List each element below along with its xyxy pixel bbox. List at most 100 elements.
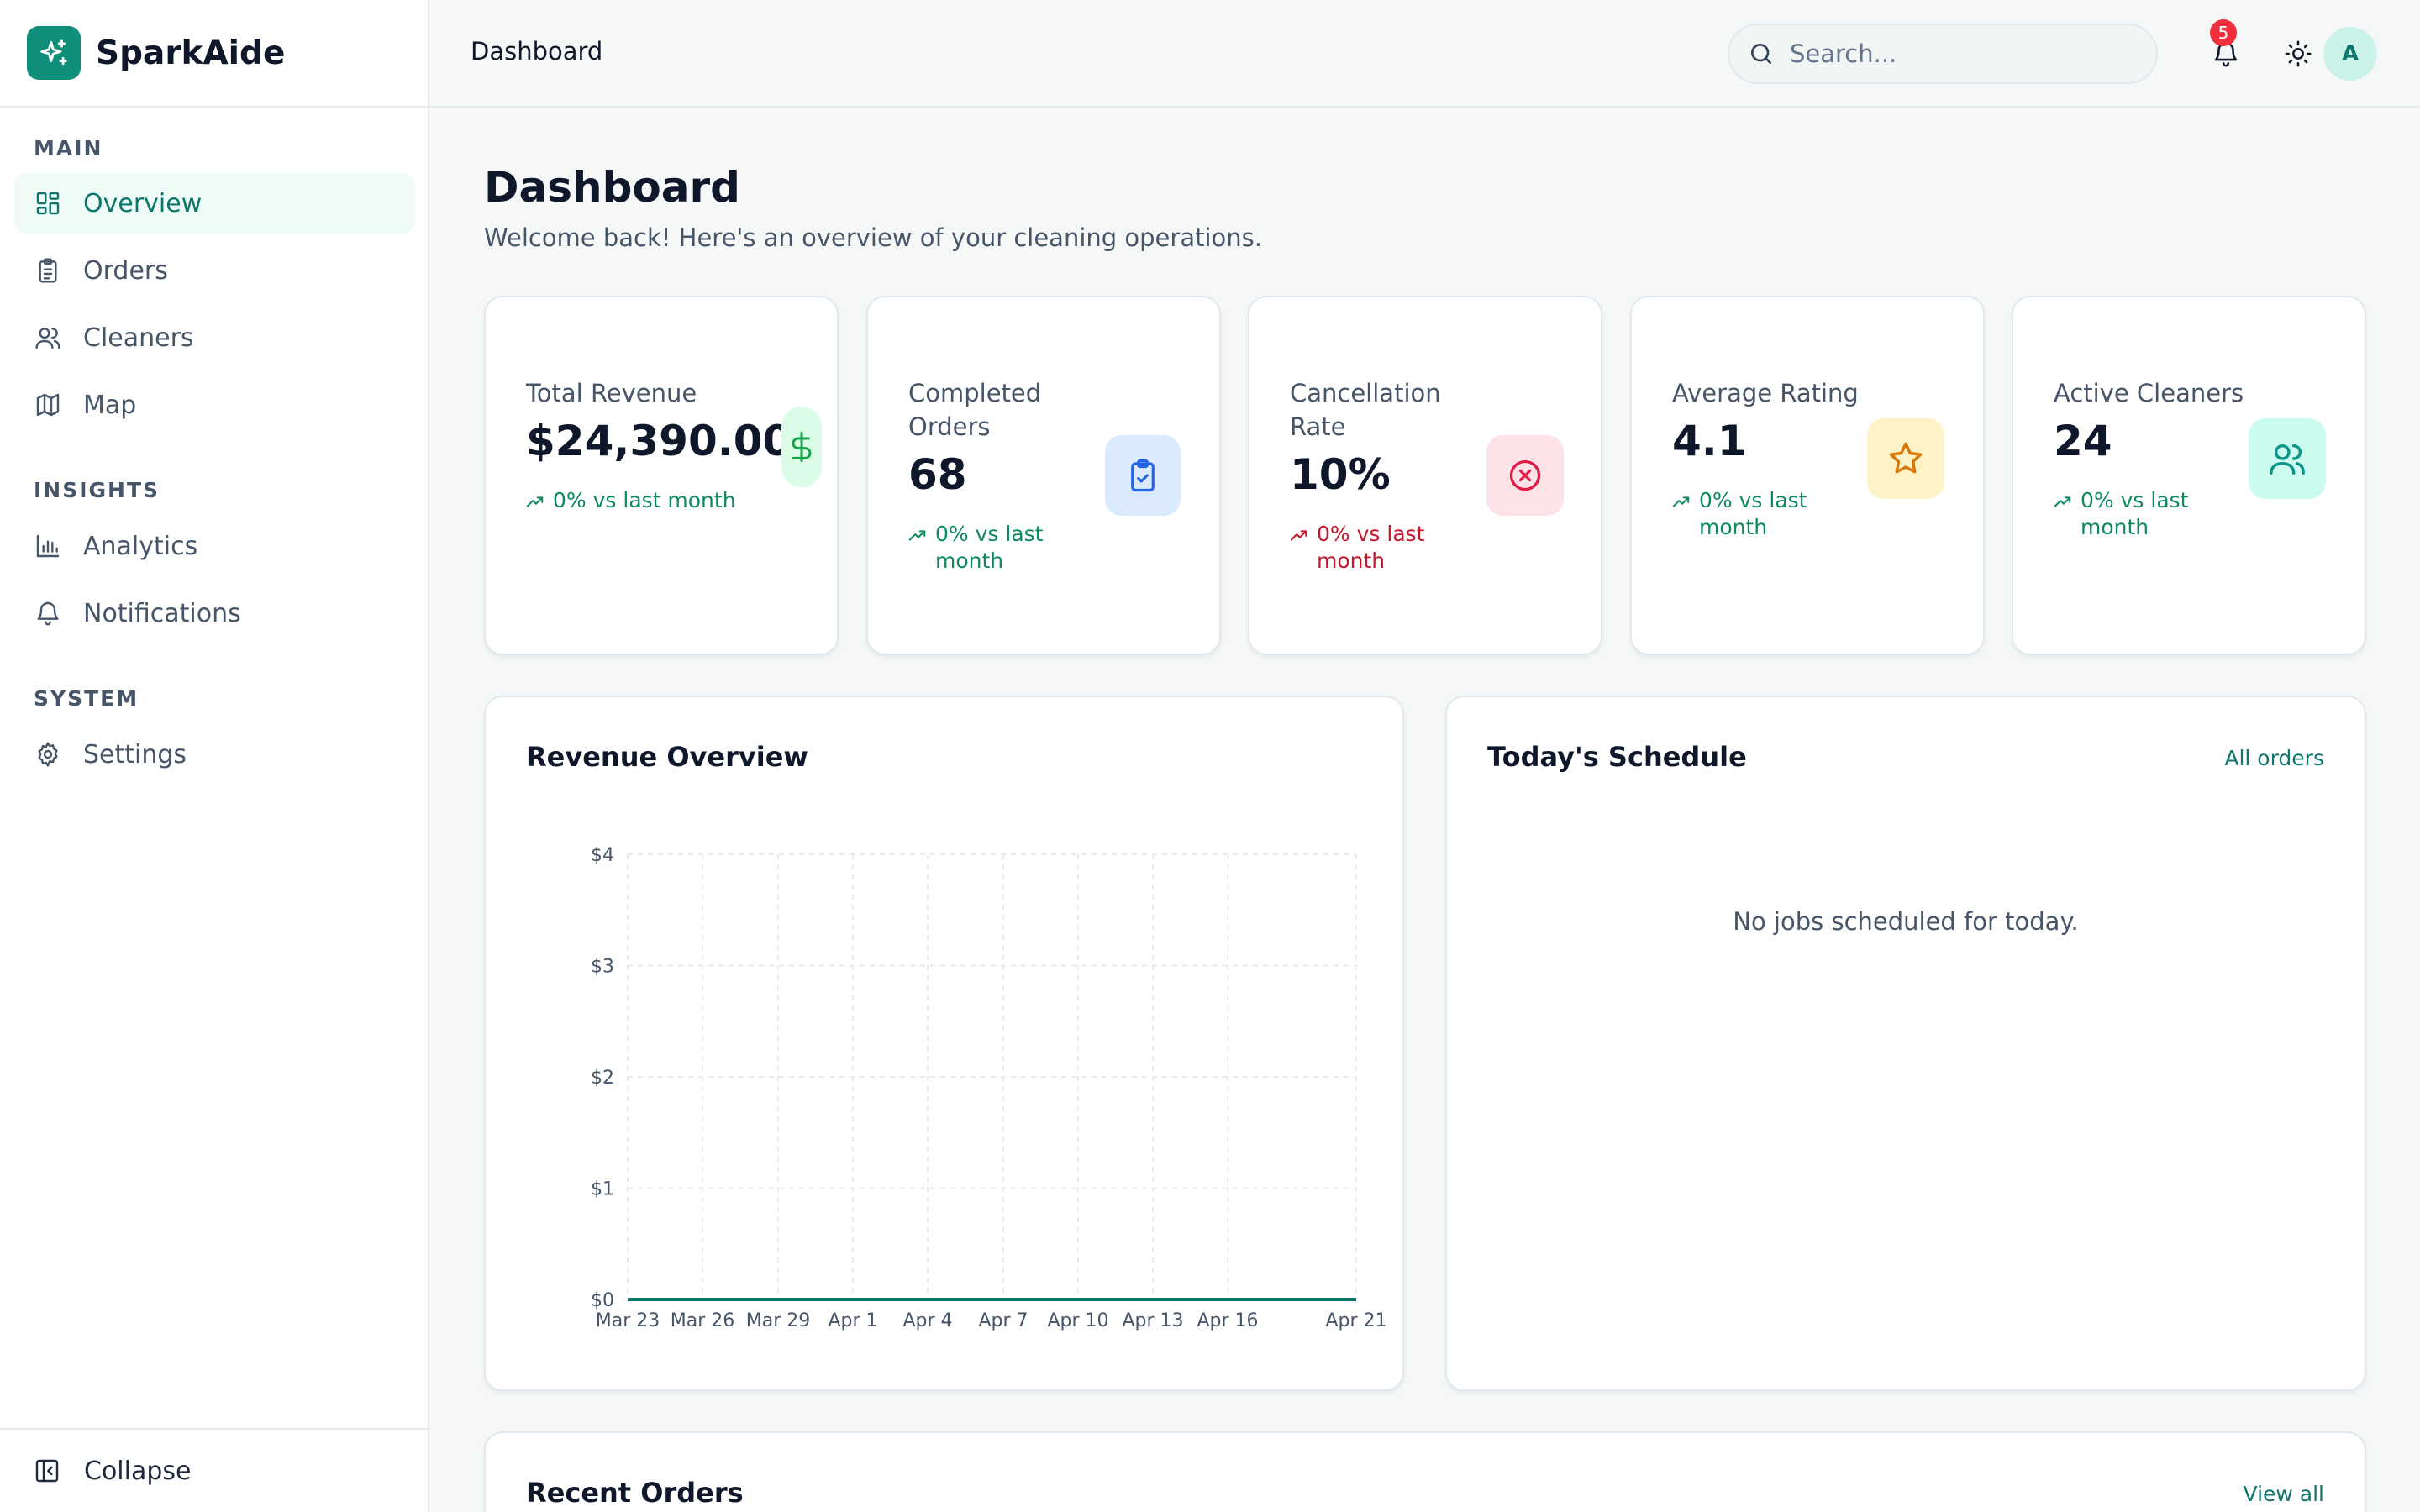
sidebar-item-label: Notifications bbox=[83, 598, 241, 628]
stat-trend: 0% vs last month bbox=[1290, 521, 1458, 575]
sidebar-item-label: Cleaners bbox=[83, 323, 194, 353]
trending-up-icon bbox=[2054, 496, 2071, 507]
panel-left-icon bbox=[35, 1459, 59, 1483]
dollar-icon bbox=[781, 407, 822, 487]
stat-value: 4.1 bbox=[1672, 417, 1747, 465]
revenue-overview-panel: Revenue Overview $0 $1 $2 $3 $4 Mar 23 Mar 26 M… bbox=[484, 696, 1404, 1391]
x-tick-label: Apr 1 bbox=[828, 1310, 877, 1331]
search-icon bbox=[1751, 44, 1771, 64]
gear-icon bbox=[38, 742, 58, 767]
x-circle-icon bbox=[1486, 435, 1564, 516]
trending-up-icon bbox=[908, 530, 926, 541]
y-tick-label: $3 bbox=[591, 957, 614, 978]
x-tick-label: Apr 4 bbox=[902, 1310, 952, 1331]
view-all-link[interactable]: View all bbox=[2243, 1482, 2324, 1506]
x-tick-label: Mar 26 bbox=[671, 1310, 735, 1331]
clipboard-check-icon bbox=[1105, 435, 1181, 516]
stat-card-total-revenue: Total Revenue $24,390.00 0% vs last mont… bbox=[484, 296, 839, 655]
sun-icon bbox=[2285, 40, 2312, 67]
sidebar-item-label: Map bbox=[83, 390, 137, 420]
stat-trend-text: 0% vs last month bbox=[1699, 488, 1807, 539]
stat-label: Average Rating bbox=[1672, 379, 1859, 407]
stat-value: 24 bbox=[2054, 417, 2112, 465]
stat-trend: 0% vs last month bbox=[908, 521, 1076, 575]
page-subtitle: Welcome back! Here's an overview of your… bbox=[484, 223, 1262, 252]
sidebar-item-analytics[interactable]: Analytics bbox=[14, 516, 414, 576]
bell-icon bbox=[37, 601, 59, 626]
brand-name: SparkAide bbox=[96, 34, 286, 72]
stat-value: 10% bbox=[1290, 450, 1391, 499]
y-tick-label: $0 bbox=[591, 1290, 614, 1311]
stat-label: Active Cleaners bbox=[2054, 379, 2244, 407]
sidebar-item-map[interactable]: Map bbox=[14, 375, 414, 435]
sidebar-item-label: Settings bbox=[83, 739, 187, 769]
sidebar-item-label: Orders bbox=[83, 255, 168, 286]
panel-title: Revenue Overview bbox=[526, 741, 808, 773]
x-tick-label: Mar 23 bbox=[596, 1310, 660, 1331]
stat-trend-text: 0% vs last month bbox=[935, 522, 1044, 573]
stat-trend: 0% vs last month bbox=[1672, 487, 1840, 541]
search-input[interactable] bbox=[1790, 39, 2126, 68]
all-orders-link[interactable]: All orders bbox=[2224, 746, 2324, 770]
stat-card-active-cleaners: Active Cleaners 24 0% vs last month bbox=[2012, 296, 2366, 655]
y-tick-label: $2 bbox=[591, 1068, 614, 1089]
y-tick-label: $1 bbox=[591, 1179, 614, 1200]
map-icon bbox=[36, 393, 60, 417]
sidebar-item-notifications[interactable]: Notifications bbox=[14, 583, 414, 643]
top-header: Dashboard bbox=[429, 0, 2420, 108]
collapse-label: Collapse bbox=[84, 1456, 192, 1486]
x-tick-label: Mar 29 bbox=[746, 1310, 811, 1331]
trending-up-icon bbox=[1290, 530, 1307, 541]
avatar[interactable]: A bbox=[2323, 27, 2377, 81]
revenue-chart: $0 $1 $2 $3 $4 Mar 23 Mar 26 Mar 29 Apr 1 Apr 4 Ap… bbox=[591, 845, 1387, 1331]
stat-value: 68 bbox=[908, 450, 967, 499]
stat-trend-text: 0% vs last month bbox=[553, 488, 736, 512]
stat-trend: 0% vs last month bbox=[526, 487, 736, 514]
x-tick-label: Apr 10 bbox=[1047, 1310, 1108, 1331]
y-tick-label: $4 bbox=[591, 845, 614, 866]
stat-card-average-rating: Average Rating 4.1 0% vs last month bbox=[1630, 296, 1985, 655]
sidebar-item-overview[interactable]: Overview bbox=[14, 173, 414, 234]
search-box[interactable] bbox=[1728, 24, 2158, 84]
users-icon bbox=[35, 328, 60, 349]
users-icon bbox=[2249, 418, 2326, 499]
stat-trend-text: 0% vs last month bbox=[1317, 522, 1425, 573]
empty-schedule-message: No jobs scheduled for today. bbox=[1733, 907, 2079, 936]
clipboard-icon bbox=[39, 258, 57, 283]
nav-section-main: MAIN bbox=[34, 136, 103, 160]
brand[interactable]: SparkAide bbox=[0, 0, 428, 108]
theme-toggle-button[interactable] bbox=[2275, 30, 2322, 77]
star-icon bbox=[1867, 418, 1944, 499]
x-tick-label: Apr 21 bbox=[1325, 1310, 1386, 1331]
sidebar-item-orders[interactable]: Orders bbox=[14, 240, 414, 301]
collapse-button[interactable]: Collapse bbox=[0, 1428, 429, 1512]
sidebar-item-label: Overview bbox=[83, 188, 203, 218]
x-tick-label: Apr 7 bbox=[978, 1310, 1028, 1331]
stat-trend-text: 0% vs last month bbox=[2081, 488, 2189, 539]
nav-section-system: SYSTEM bbox=[34, 686, 139, 711]
sparkles-icon bbox=[27, 26, 81, 80]
stat-card-completed-orders: Completed Orders 68 0% vs last month bbox=[866, 296, 1221, 655]
stat-label: Completed Orders bbox=[908, 379, 1042, 441]
stat-label: Cancellation Rate bbox=[1290, 379, 1441, 441]
sidebar-item-settings[interactable]: Settings bbox=[14, 724, 414, 785]
recent-orders-panel: Recent Orders View all bbox=[484, 1431, 2366, 1512]
sidebar-item-cleaners[interactable]: Cleaners bbox=[14, 307, 414, 368]
trending-up-icon bbox=[526, 496, 544, 507]
header-title: Dashboard bbox=[471, 37, 603, 66]
stat-value: $24,390.00 bbox=[526, 417, 792, 465]
sidebar-item-label: Analytics bbox=[83, 531, 198, 561]
stat-label: Total Revenue bbox=[526, 379, 697, 407]
bar-chart-icon bbox=[36, 534, 60, 558]
stat-trend: 0% vs last month bbox=[2054, 487, 2222, 541]
trending-up-icon bbox=[1672, 496, 1690, 507]
panel-title: Today's Schedule bbox=[1487, 741, 1747, 773]
x-tick-label: Apr 16 bbox=[1197, 1310, 1258, 1331]
stat-card-cancellation-rate: Cancellation Rate 10% 0% vs last month bbox=[1248, 296, 1602, 655]
nav-section-insights: INSIGHTS bbox=[34, 478, 160, 502]
notification-badge: 5 bbox=[2210, 19, 2237, 46]
sidebar: SparkAide MAIN Overview Orders Cleaners … bbox=[0, 0, 429, 1512]
layout-grid-icon bbox=[36, 192, 60, 215]
todays-schedule-panel: Today's Schedule All orders No jobs sche… bbox=[1445, 696, 2366, 1391]
page-title: Dashboard bbox=[484, 163, 740, 212]
